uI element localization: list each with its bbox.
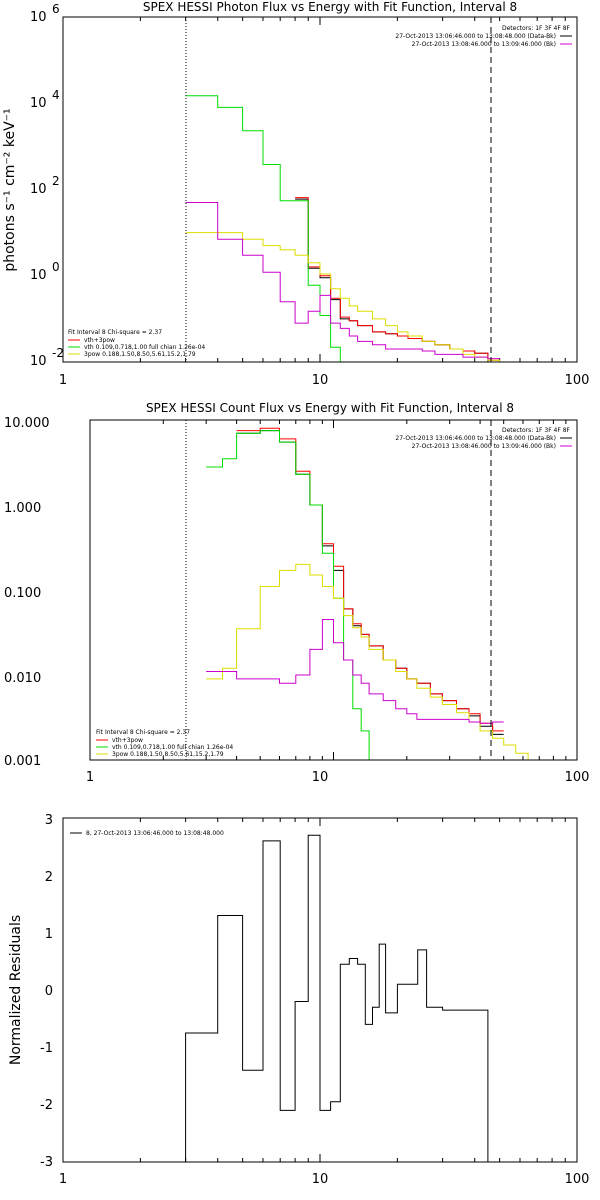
x-tick-label: 100 <box>565 373 590 388</box>
y-tick-label: 0.100 <box>4 586 41 601</box>
y-tick-label: 10 4 <box>30 88 60 111</box>
series-line-3pow <box>185 232 513 363</box>
y-tick-label: 2 <box>45 870 53 885</box>
plot-frame-residuals <box>62 817 578 1163</box>
svg-text:-2: -2 <box>52 346 64 360</box>
series-line-bk <box>185 202 500 360</box>
y-tick-label: 1.000 <box>4 501 41 516</box>
svg-text:10: 10 <box>30 96 47 111</box>
plot-series-photon <box>62 17 578 363</box>
svg-text:8, 27-Oct-2013 13:06:46.000 to: 8, 27-Oct-2013 13:06:46.000 to 13:08:48.… <box>86 830 224 837</box>
series-line-vth-3pow <box>295 197 500 361</box>
y-axis-label-residuals: Normalized Residuals <box>8 915 24 1065</box>
svg-text:27-Oct-2013 13:08:46.000 to 13: 27-Oct-2013 13:08:46.000 to 13:09:46.000… <box>412 443 556 450</box>
x-tick-label: 100 <box>565 770 590 785</box>
svg-text:vth 0.109,0.718,1.00 full chi: vth 0.109,0.718,1.00 full chian 1.26e-04 <box>84 344 205 351</box>
y-tick-label: -1 <box>40 1041 53 1056</box>
y-tick-label: -3 <box>40 1155 53 1170</box>
legend-fit-count: Fit Interval 8 Chi-square = 2.37 vth+3po… <box>96 729 233 758</box>
svg-text:4: 4 <box>52 88 60 102</box>
legend-detectors-count: Detectors: 1F 3F 4F 8F 27-Oct-2013 13:06… <box>395 427 572 450</box>
plot-frame-photon <box>62 16 578 363</box>
x-tick-label: 10 <box>312 1172 329 1187</box>
svg-text:6: 6 <box>52 2 60 16</box>
svg-text:Detectors: 1F 3F 4F 8F: Detectors: 1F 3F 4F 8F <box>502 427 571 434</box>
panel-count-flux: SPEX HESSI Count Flux vs Energy with Fit… <box>4 401 589 785</box>
series-line-3pow <box>206 563 541 761</box>
x-tick-label: 10 <box>312 770 329 785</box>
svg-text:Detectors: 1F 3F 4F 8F: Detectors: 1F 3F 4F 8F <box>502 25 571 32</box>
legend-fit-photon: Fit Interval 8 Chi-square = 2.37 vth+3po… <box>68 329 205 358</box>
svg-text:27-Oct-2013 13:06:46.000 to 13: 27-Oct-2013 13:06:46.000 to 13:08:48.000… <box>395 435 556 442</box>
x-tick-label: 100 <box>565 1172 590 1187</box>
y-tick-label: 0.010 <box>4 671 41 686</box>
legend-residuals: 8, 27-Oct-2013 13:06:46.000 to 13:08:48.… <box>70 830 224 837</box>
series-line-bk <box>206 619 504 724</box>
plot-frame-count <box>89 419 578 761</box>
y-tick-label: 0 <box>45 984 53 999</box>
chart-title-photon: SPEX HESSI Photon Flux vs Energy with Fi… <box>143 0 517 14</box>
svg-text:10: 10 <box>30 10 47 25</box>
svg-text:10: 10 <box>30 268 47 283</box>
svg-text:10: 10 <box>30 354 47 369</box>
plot-series-count <box>89 420 578 761</box>
svg-text:vth+3pow: vth+3pow <box>112 737 143 744</box>
x-tick-label: 10 <box>312 373 329 388</box>
y-tick-label: 10 6 <box>30 2 60 25</box>
series-line-vth <box>206 430 384 761</box>
svg-text:vth+3pow: vth+3pow <box>84 337 115 344</box>
panel-photon-flux: SPEX HESSI Photon Flux vs Energy with Fi… <box>2 0 589 388</box>
plot-series-residuals <box>62 818 578 1162</box>
y-tick-label: 10 2 <box>30 174 60 197</box>
y-tick-label: 3 <box>45 813 53 828</box>
svg-text:3pow 0.188,1.50,8.50,5.61,15.2: 3pow 0.188,1.50,8.50,5.61,15.2,1.79 <box>112 751 224 758</box>
svg-text:0: 0 <box>52 260 60 274</box>
svg-text:Fit Interval 8 Chi-square =: Fit Interval 8 Chi-square = 2.37 <box>96 729 190 736</box>
y-tick-label: 1 <box>45 927 53 942</box>
svg-text:Fit Interval 8 Chi-square =: Fit Interval 8 Chi-square = 2.37 <box>68 329 162 336</box>
y-tick-label: 10 0 <box>30 260 60 283</box>
y-tick-label: 0.001 <box>4 754 41 769</box>
series-line-data-bk <box>295 198 500 363</box>
chart-title-count: SPEX HESSI Count Flux vs Energy with Fit… <box>146 401 514 415</box>
x-tick-label: 1 <box>59 1172 67 1187</box>
x-tick-label: 1 <box>59 373 67 388</box>
panel-residuals: 3 2 1 0 -1 -2 -3 1 10 100 Normalized Res… <box>8 813 589 1187</box>
legend-detectors-photon: Detectors: 1F 3F 4F 8F 27-Oct-2013 13:06… <box>395 25 572 48</box>
y-tick-label: 10.000 <box>4 416 50 431</box>
svg-text:10: 10 <box>30 182 47 197</box>
svg-text:vth 0.109,0.718,1.00 full chi: vth 0.109,0.718,1.00 full chian 1.26e-04 <box>112 744 233 751</box>
y-tick-label: 10 -2 <box>30 346 64 369</box>
series-line-vth <box>185 95 358 363</box>
y-axis-label-photon: photons s⁻¹ cm⁻² keV⁻¹ <box>2 108 18 271</box>
series-line-data-bk <box>236 430 504 735</box>
x-tick-label: 1 <box>86 770 94 785</box>
series-line-residuals <box>185 834 489 1162</box>
svg-text:3pow 0.188,1.50,8.50,5.61,15.2: 3pow 0.188,1.50,8.50,5.61,15.2,1.79 <box>84 351 196 358</box>
svg-text:2: 2 <box>52 174 60 188</box>
svg-text:27-Oct-2013 13:08:46.000 to 13: 27-Oct-2013 13:08:46.000 to 13:09:46.000… <box>412 41 556 48</box>
svg-text:27-Oct-2013 13:06:46.000 to 13: 27-Oct-2013 13:06:46.000 to 13:08:48.000… <box>395 33 556 40</box>
y-tick-label: -2 <box>40 1098 53 1113</box>
series-line-vth-3pow <box>236 427 504 732</box>
